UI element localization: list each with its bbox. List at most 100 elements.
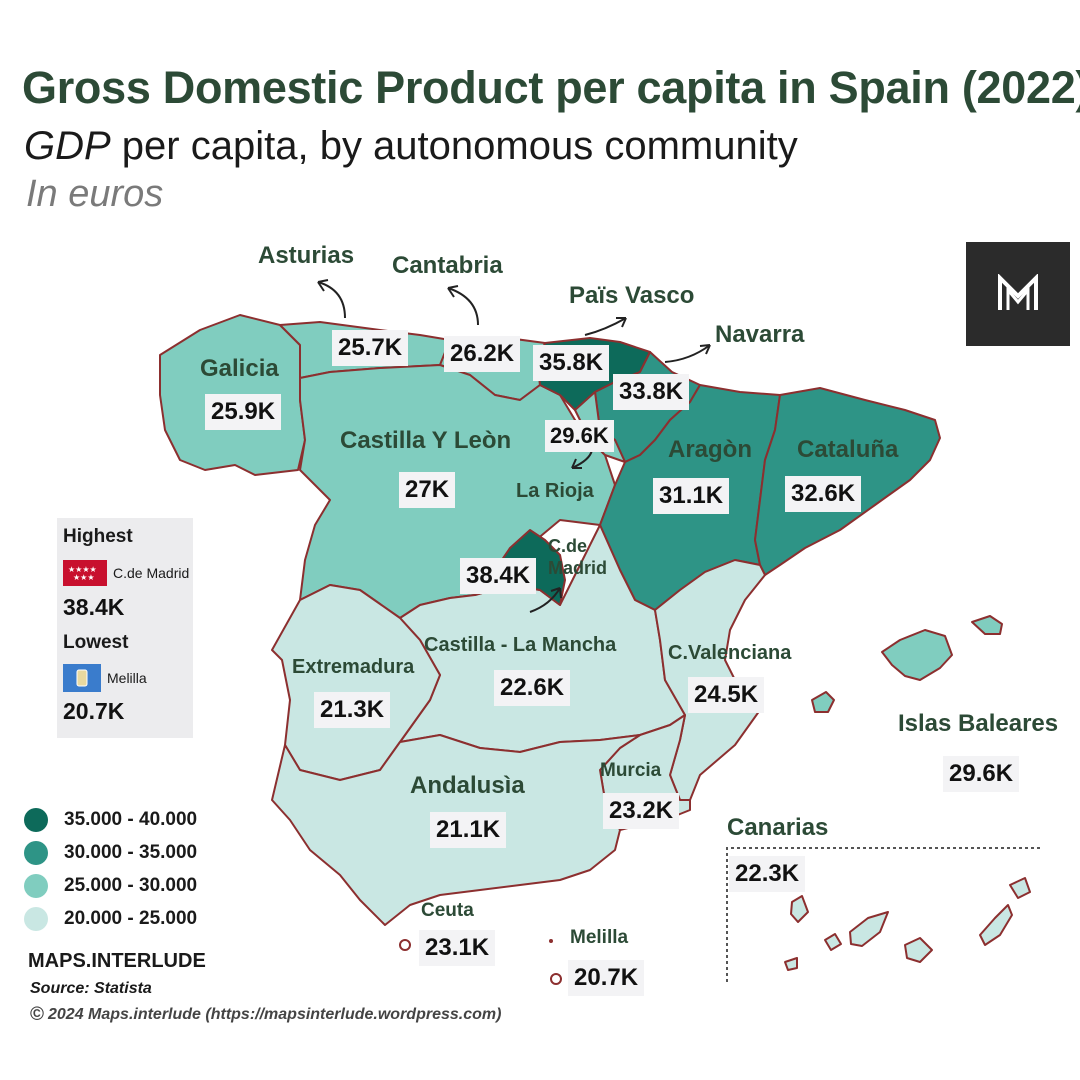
brand-m-icon: [998, 274, 1038, 310]
region-baleares-mallorca[interactable]: [881, 629, 953, 681]
subtitle-text: per capita, by autonomous community: [110, 124, 798, 168]
value-extremadura: 21.3K: [314, 692, 391, 729]
label-navarra: Navarra: [715, 321, 805, 348]
region-canarias-1[interactable]: [790, 895, 809, 923]
label-la-rioja: La Rioja: [516, 480, 594, 502]
arrow-cantabria-head: [447, 285, 459, 298]
value-madrid: 38.4K: [460, 558, 537, 595]
value-navarra: 33.8K: [613, 374, 690, 411]
lowest-value: 20.7K: [63, 698, 125, 724]
region-canarias-7[interactable]: [784, 957, 798, 971]
legend-item: 20.000 - 25.000: [24, 902, 197, 935]
label-madrid: C.de Madrid: [548, 536, 607, 579]
arrow-pais-vasco: [584, 317, 627, 336]
label-castilla-la-mancha: Castilla - La Mancha: [424, 634, 617, 656]
arrow-asturias: [317, 281, 346, 319]
lowest-heading: Lowest: [63, 632, 129, 653]
legend-swatch: [24, 840, 48, 865]
svg-text:★★★★: ★★★★: [68, 565, 97, 574]
arrow-la-rioja-head: [571, 458, 582, 469]
legend: 35.000 - 40.000 30.000 - 35.000 25.000 -…: [24, 803, 197, 935]
region-ceuta[interactable]: [399, 939, 411, 951]
legend-label: 35.000 - 40.000: [64, 808, 198, 830]
arrow-madrid-head: [550, 587, 562, 599]
region-canarias-6[interactable]: [1009, 877, 1031, 899]
value-galicia: 25.9K: [205, 394, 282, 431]
page-subtitle: GDP per capita, by autonomous community: [24, 124, 798, 169]
highest-row: ★★★★ ★★★ C.de Madrid: [63, 560, 189, 586]
source-note: Source: Statista: [30, 980, 152, 997]
value-la-rioja: 29.6K: [545, 420, 614, 453]
label-madrid-line1: C.de: [548, 536, 588, 556]
arrow-pais-vasco-head: [616, 317, 627, 328]
value-baleares: 29.6K: [943, 756, 1020, 793]
label-galicia: Galicia: [200, 355, 279, 382]
brand-credit: MAPS.INTERLUDE: [28, 950, 206, 972]
label-ceuta: Ceuta: [421, 900, 474, 921]
label-asturias: Asturias: [258, 242, 355, 269]
label-murcia: Murcia: [600, 760, 662, 781]
canarias-inset-frame: [726, 847, 1042, 982]
label-melilla: Melilla: [570, 927, 629, 948]
copyright-note: © 2024 Maps.interlude (https://mapsinter…: [30, 1004, 501, 1026]
region-melilla[interactable]: [550, 973, 562, 985]
value-andalucia: 21.1K: [430, 812, 507, 849]
label-aragon: Aragòn: [668, 436, 752, 463]
copyright-text: 2024 Maps.interlude (https://mapsinterlu…: [48, 1006, 502, 1023]
melilla-small-dot: [549, 939, 553, 943]
region-baleares-menorca[interactable]: [971, 615, 1003, 635]
legend-label: 20.000 - 25.000: [64, 907, 198, 929]
legend-label: 25.000 - 30.000: [64, 874, 198, 896]
lowest-region: Melilla: [107, 670, 147, 686]
brand-logo: [966, 242, 1070, 346]
label-pais-vasco: Païs Vasco: [569, 282, 695, 309]
arrow-cantabria: [447, 287, 479, 326]
legend-item: 35.000 - 40.000: [24, 803, 197, 836]
label-valenciana: C.Valenciana: [668, 642, 792, 664]
value-cantabria: 26.2K: [444, 336, 521, 373]
region-canarias-3[interactable]: [849, 911, 889, 947]
label-cataluna: Cataluña: [797, 436, 899, 463]
legend-swatch: [24, 906, 48, 931]
highest-value: 38.4K: [63, 594, 125, 620]
value-pais-vasco: 35.8K: [533, 345, 610, 382]
arrow-madrid: [529, 587, 561, 613]
copyright-icon: ©: [30, 1004, 44, 1025]
page-title: Gross Domestic Product per capita in Spa…: [22, 62, 1080, 113]
callout-arrows: [317, 279, 711, 613]
svg-text:★★★: ★★★: [73, 573, 95, 582]
value-murcia: 23.2K: [603, 793, 680, 830]
highest-heading: Highest: [63, 526, 133, 547]
region-canarias-5[interactable]: [979, 904, 1013, 946]
label-baleares: Islas Baleares: [898, 710, 1059, 737]
legend-item: 25.000 - 30.000: [24, 869, 197, 902]
region-canarias-4[interactable]: [904, 937, 933, 963]
label-canarias: Canarias: [727, 814, 829, 841]
extremes-panel: Highest ★★★★ ★★★ C.de Madrid 38.4K Lowes…: [57, 518, 193, 738]
label-castilla-leon: Castilla Y Leòn: [340, 427, 512, 454]
lowest-row: Melilla: [63, 664, 147, 692]
value-castilla-la-mancha: 22.6K: [494, 670, 571, 707]
value-canarias: 22.3K: [729, 856, 806, 893]
label-extremadura: Extremadura: [292, 656, 415, 678]
legend-swatch: [24, 807, 48, 832]
region-baleares-ibiza[interactable]: [811, 691, 835, 713]
value-valenciana: 24.5K: [688, 677, 765, 714]
legend-swatch: [24, 873, 48, 898]
arrow-navarra: [664, 344, 711, 363]
units-label: In euros: [26, 173, 164, 215]
label-madrid-line2: Madrid: [548, 557, 608, 578]
label-cantabria: Cantabria: [392, 252, 503, 279]
value-asturias: 25.7K: [332, 330, 409, 367]
legend-label: 30.000 - 35.000: [64, 841, 198, 863]
value-castilla-leon: 27K: [399, 472, 456, 509]
legend-item: 30.000 - 35.000: [24, 836, 197, 869]
melilla-flag-icon: [63, 664, 101, 692]
value-melilla: 20.7K: [568, 960, 645, 997]
value-ceuta: 23.1K: [419, 930, 496, 967]
value-cataluna: 32.6K: [785, 476, 862, 513]
highest-region: C.de Madrid: [113, 565, 190, 581]
region-canarias-2[interactable]: [824, 933, 842, 951]
arrow-asturias-head: [317, 279, 329, 292]
